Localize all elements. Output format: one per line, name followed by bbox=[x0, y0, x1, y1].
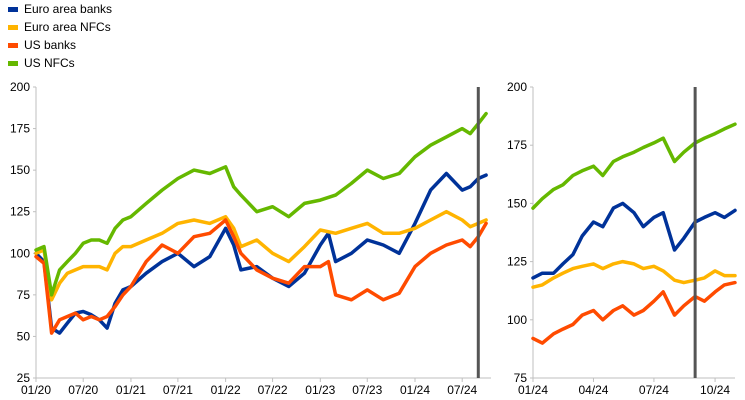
x-tick-label: 04/24 bbox=[578, 383, 608, 397]
chart-panel-main: 25 50 75 100 125 150 175 200 01/20 07/20 01/21 07/2… bbox=[10, 80, 491, 397]
series-line bbox=[531, 201, 737, 280]
legend-swatch bbox=[8, 42, 18, 48]
series-line bbox=[34, 218, 488, 335]
legend-label: Euro area banks bbox=[24, 2, 113, 16]
series-line bbox=[531, 280, 737, 345]
y-tick-label: 100 bbox=[10, 246, 30, 260]
x-tick-label: 07/24 bbox=[447, 383, 477, 397]
y-tick-label: 150 bbox=[507, 196, 527, 210]
y-tick-label: 175 bbox=[10, 122, 30, 136]
x-tick-label: 01/21 bbox=[116, 383, 146, 397]
x-tick-label: 07/22 bbox=[258, 383, 288, 397]
y-tick-label: 125 bbox=[10, 205, 30, 219]
x-tick-label: 07/20 bbox=[68, 383, 98, 397]
y-tick-label: 200 bbox=[507, 80, 527, 94]
chart-legend: Euro area banks Euro area NFCs US banks … bbox=[4, 0, 112, 72]
y-tick-label: 75 bbox=[17, 288, 31, 302]
legend-label: US NFCs bbox=[24, 56, 75, 70]
x-tick-label: 07/21 bbox=[163, 383, 193, 397]
y-tick-label: 75 bbox=[514, 371, 528, 385]
x-tick-label: 10/24 bbox=[700, 383, 730, 397]
y-tick-label: 150 bbox=[10, 163, 30, 177]
legend-label: Euro area NFCs bbox=[24, 20, 111, 34]
legend-item-us-banks: US banks bbox=[4, 36, 112, 54]
legend-item-us-nfcs: US NFCs bbox=[4, 54, 112, 72]
x-tick-label: 01/20 bbox=[21, 383, 51, 397]
x-tick-label: 01/24 bbox=[400, 383, 430, 397]
series-line bbox=[531, 122, 737, 210]
x-tick-label: 01/22 bbox=[211, 383, 241, 397]
x-tick-label: 07/23 bbox=[352, 383, 382, 397]
series-line bbox=[531, 259, 737, 289]
x-tick-label: 01/24 bbox=[518, 383, 548, 397]
series-line bbox=[34, 111, 488, 297]
y-tick-label: 125 bbox=[507, 255, 527, 269]
legend-swatch bbox=[8, 24, 18, 30]
x-tick-label: 07/24 bbox=[639, 383, 669, 397]
y-tick-label: 175 bbox=[507, 138, 527, 152]
series-line bbox=[34, 209, 488, 302]
legend-swatch bbox=[8, 60, 18, 66]
legend-item-euro-area-nfcs: Euro area NFCs bbox=[4, 18, 112, 36]
series-line bbox=[34, 171, 488, 335]
y-tick-label: 50 bbox=[17, 329, 31, 343]
legend-swatch bbox=[8, 6, 18, 12]
x-tick-label: 01/23 bbox=[305, 383, 335, 397]
y-tick-label: 25 bbox=[17, 371, 31, 385]
legend-item-euro-area-banks: Euro area banks bbox=[4, 0, 112, 18]
y-tick-label: 200 bbox=[10, 80, 30, 94]
chart-panel-2024: 75 100 125 150 175 200 01/24 04/24 07/24 10/24 bbox=[507, 80, 737, 397]
legend-label: US banks bbox=[24, 38, 77, 52]
y-tick-label: 100 bbox=[507, 313, 527, 327]
